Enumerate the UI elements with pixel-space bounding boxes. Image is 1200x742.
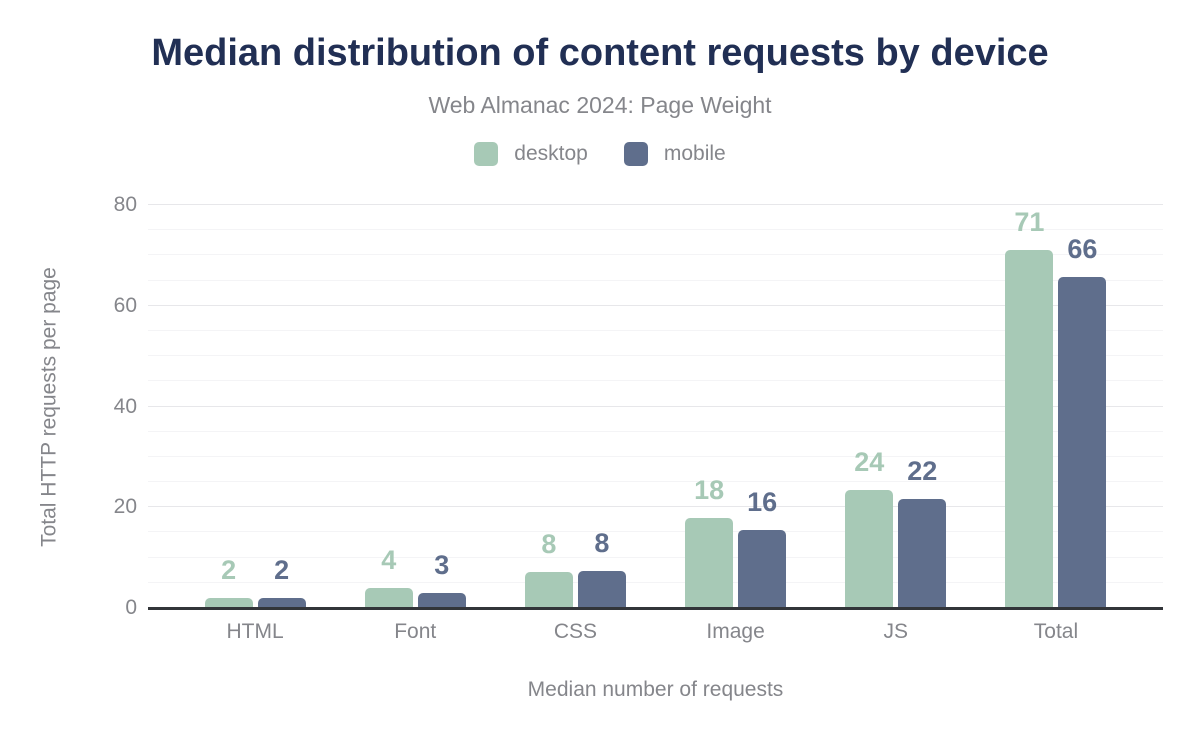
- bar-mobile-js[interactable]: 22: [898, 456, 947, 608]
- gridline-40: [148, 405, 1163, 407]
- value-label-desktop-image: 18: [694, 474, 725, 505]
- y-tick-0: 0: [125, 596, 137, 619]
- gridline-50: [148, 355, 1163, 357]
- value-label-desktop-html: 2: [221, 554, 237, 585]
- x-tick-font: Font: [394, 620, 437, 643]
- legend-item-mobile[interactable]: mobile: [623, 142, 726, 166]
- gridline-30: [148, 455, 1163, 457]
- value-label-desktop-total: 71: [1014, 207, 1045, 238]
- bar-group-total: 71 66: [976, 205, 1136, 608]
- gridline-25: [148, 481, 1163, 483]
- x-tick-html: HTML: [226, 620, 284, 643]
- bar-group-js: 24 22: [816, 205, 976, 608]
- plot-area: 2 2 4 3 8 8 18 16 24 22 71 66: [148, 204, 1163, 610]
- bar-desktop-css[interactable]: 8: [524, 529, 573, 608]
- y-axis-tick-labels: 0 20 40 60 80: [0, 193, 137, 619]
- bar-desktop-js[interactable]: 24: [845, 447, 894, 608]
- chart-title: Median distribution of content requests …: [151, 32, 1049, 74]
- bar-desktop-font[interactable]: 4: [364, 545, 413, 608]
- value-label-desktop-font: 4: [381, 544, 397, 575]
- bar-mobile-total[interactable]: 66: [1058, 234, 1107, 608]
- value-label-desktop-css: 8: [541, 528, 557, 559]
- legend-label-desktop: desktop: [514, 142, 588, 165]
- y-tick-60: 60: [113, 293, 137, 317]
- desktop-swatch-icon: [474, 142, 499, 166]
- value-label-desktop-js: 24: [854, 447, 885, 478]
- value-label-mobile-html: 2: [274, 554, 290, 585]
- gridline-75: [148, 229, 1163, 231]
- y-tick-80: 80: [113, 193, 137, 216]
- bar-desktop-total[interactable]: 71: [1005, 207, 1054, 608]
- legend-label-mobile: mobile: [663, 142, 726, 165]
- gridline-70: [148, 254, 1163, 256]
- gridline-10: [148, 556, 1163, 558]
- legend: desktop mobile: [0, 142, 1200, 166]
- mobile-swatch-icon: [623, 142, 648, 166]
- bar-mobile-image[interactable]: 16: [738, 487, 787, 608]
- x-tick-image: Image: [706, 620, 765, 643]
- value-label-mobile-image: 16: [747, 486, 778, 517]
- x-tick-css: CSS: [553, 620, 598, 643]
- x-axis-line: [148, 607, 1163, 610]
- bar-desktop-image[interactable]: 18: [685, 475, 734, 608]
- value-label-mobile-total: 66: [1067, 234, 1098, 265]
- value-label-mobile-font: 3: [434, 549, 450, 580]
- chart-subtitle: Web Almanac 2024: Page Weight: [428, 92, 772, 118]
- value-label-mobile-js: 22: [907, 456, 938, 487]
- x-axis-title: Median number of requests: [527, 678, 784, 701]
- gridline-65: [148, 279, 1163, 281]
- gridline-60: [148, 304, 1163, 306]
- gridline-80: [148, 204, 1163, 205]
- x-axis-tick-labels: HTML Font CSS Image JS Total: [175, 620, 1136, 644]
- x-tick-total: Total: [1033, 620, 1079, 643]
- gridline-15: [148, 531, 1163, 533]
- y-tick-20: 20: [113, 495, 137, 519]
- gridline-45: [148, 380, 1163, 382]
- y-tick-40: 40: [113, 394, 137, 418]
- gridline-5: [148, 581, 1163, 583]
- legend-item-desktop[interactable]: desktop: [474, 142, 588, 166]
- bar-desktop-html[interactable]: 2: [204, 555, 253, 608]
- bar-group-image: 18 16: [656, 205, 816, 608]
- bar-slots: 2 2 4 3 8 8 18 16 24 22 71 66: [175, 205, 1136, 608]
- gridline-20: [148, 506, 1163, 508]
- bar-mobile-css[interactable]: 8: [577, 528, 626, 608]
- value-label-mobile-css: 8: [594, 528, 610, 559]
- gridline-35: [148, 430, 1163, 432]
- gridline-55: [148, 329, 1163, 331]
- x-tick-js: JS: [883, 620, 909, 643]
- bar-mobile-html[interactable]: 2: [257, 555, 306, 608]
- bar-mobile-font[interactable]: 3: [417, 550, 466, 608]
